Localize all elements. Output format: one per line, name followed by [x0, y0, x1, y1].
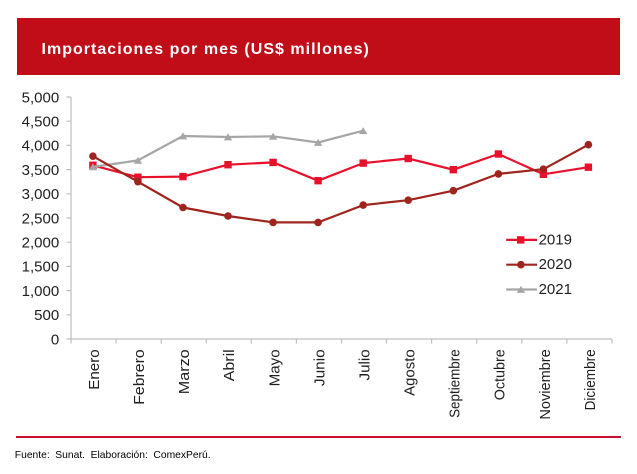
svg-text:Fuente: Sunat. Elaboración: Co: Fuente: Sunat. Elaboración: ComexPerú. — [15, 450, 211, 461]
svg-text:Octubre: Octubre — [492, 349, 509, 400]
svg-text:4,500: 4,500 — [22, 114, 60, 131]
svg-text:Mayo: Mayo — [266, 349, 283, 386]
svg-text:2021: 2021 — [539, 281, 572, 298]
svg-text:Junio: Junio — [311, 349, 328, 386]
svg-text:Diciembre: Diciembre — [582, 349, 599, 410]
svg-text:3,500: 3,500 — [22, 162, 60, 179]
svg-text:500: 500 — [34, 307, 59, 324]
svg-text:Febrero: Febrero — [131, 349, 148, 405]
svg-text:Noviembre: Noviembre — [537, 349, 554, 419]
svg-text:2,500: 2,500 — [22, 210, 60, 227]
svg-text:Marzo: Marzo — [176, 349, 193, 394]
svg-text:Abril: Abril — [221, 349, 238, 381]
svg-text:Enero: Enero — [86, 349, 103, 390]
svg-text:5,000: 5,000 — [22, 89, 60, 106]
svg-text:Julio: Julio — [356, 349, 373, 380]
svg-text:0: 0 — [51, 331, 59, 348]
svg-text:2,000: 2,000 — [22, 235, 60, 252]
svg-text:Agosto: Agosto — [402, 349, 419, 396]
svg-text:1,000: 1,000 — [22, 283, 60, 300]
svg-text:2019: 2019 — [539, 231, 572, 248]
svg-text:3,000: 3,000 — [22, 186, 60, 203]
svg-text:Importaciones por mes (US$ mil: Importaciones por mes (US$ millones) — [42, 41, 370, 58]
svg-text:1,500: 1,500 — [22, 259, 60, 276]
svg-text:Septiembre: Septiembre — [447, 349, 464, 418]
svg-text:4,000: 4,000 — [22, 138, 60, 155]
svg-text:2020: 2020 — [539, 256, 572, 273]
